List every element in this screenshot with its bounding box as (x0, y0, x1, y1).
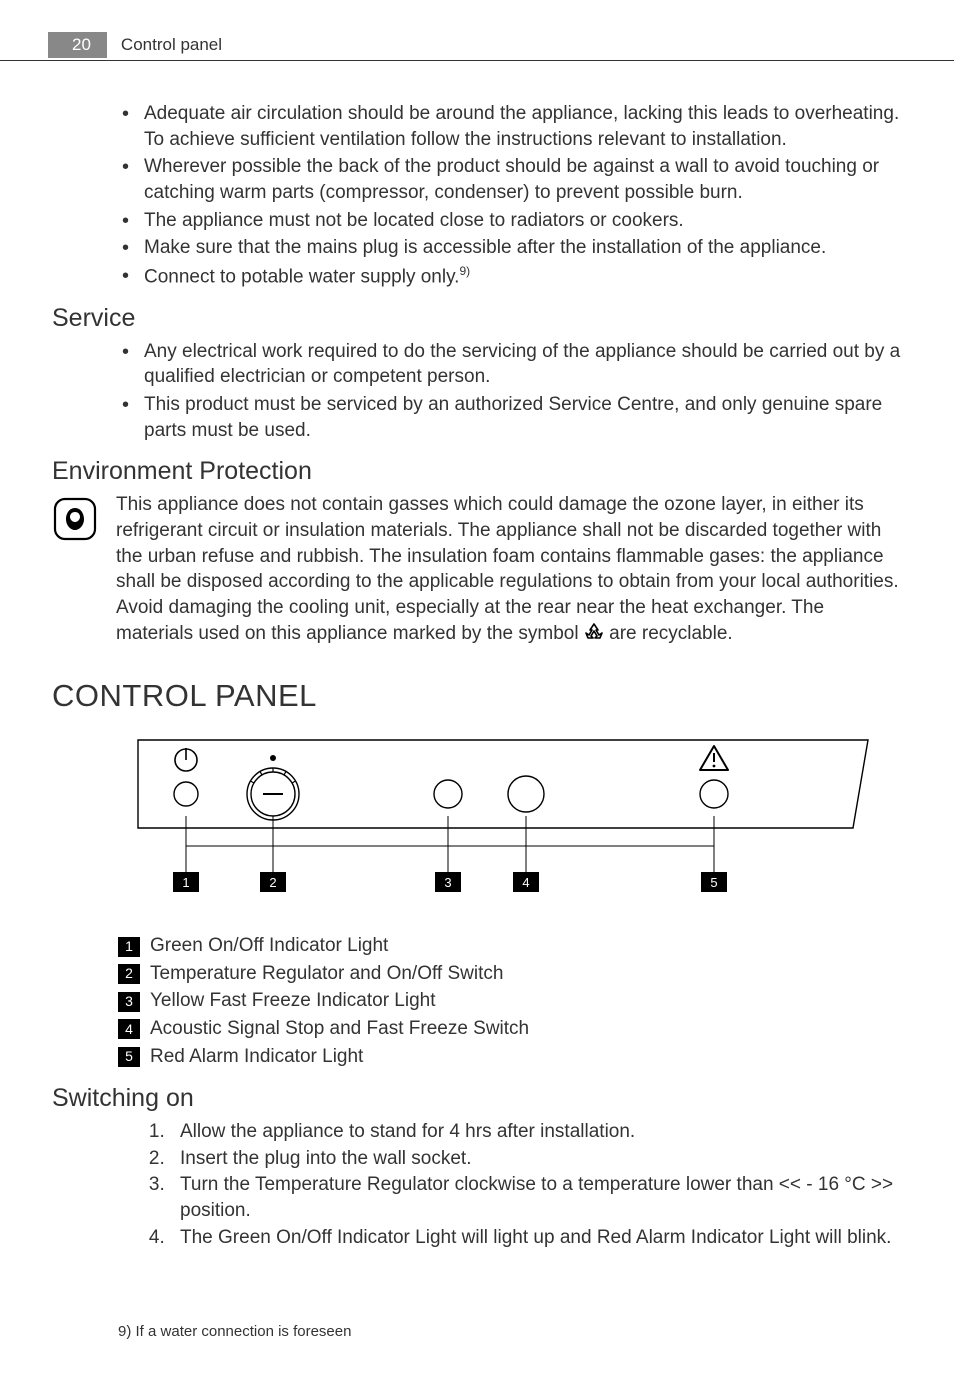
legend-num: 3 (118, 992, 140, 1012)
legend-row: 4 Acoustic Signal Stop and Fast Freeze S… (118, 1016, 902, 1043)
bullet-item: Connect to potable water supply only.9) (144, 263, 902, 290)
recycle-icon (584, 623, 604, 649)
environment-block: This appliance does not contain gasses w… (52, 492, 902, 648)
page-number-box: 20 (48, 32, 107, 58)
env-text-after: are recyclable. (604, 623, 733, 644)
legend-label: Temperature Regulator and On/Off Switch (150, 961, 503, 988)
legend-label: Acoustic Signal Stop and Fast Freeze Swi… (150, 1016, 529, 1043)
bullet-item: Wherever possible the back of the produc… (144, 154, 902, 205)
bullet-text: Connect to potable water supply only. (144, 266, 459, 287)
legend-label: Green On/Off Indicator Light (150, 933, 388, 960)
environment-text: This appliance does not contain gasses w… (116, 492, 902, 648)
control-panel-heading: CONTROL PANEL (52, 678, 902, 714)
step-item: Allow the appliance to stand for 4 hrs a… (170, 1119, 902, 1145)
switching-on-heading: Switching on (52, 1084, 902, 1113)
installation-bullets: Adequate air circulation should be aroun… (52, 101, 902, 290)
svg-text:4: 4 (522, 875, 529, 890)
legend-row: 3 Yellow Fast Freeze Indicator Light (118, 988, 902, 1015)
step-item: Insert the plug into the wall socket. (170, 1146, 902, 1172)
legend-row: 1 Green On/Off Indicator Light (118, 933, 902, 960)
bullet-item: The appliance must not be located close … (144, 208, 902, 234)
bullet-item: Adequate air circulation should be aroun… (144, 101, 902, 152)
svg-text:5: 5 (710, 875, 717, 890)
legend-num: 2 (118, 964, 140, 984)
bullet-item: This product must be serviced by an auth… (144, 392, 902, 443)
legend-row: 5 Red Alarm Indicator Light (118, 1044, 902, 1071)
svg-text:1: 1 (182, 875, 189, 890)
bullet-item: Make sure that the mains plug is accessi… (144, 235, 902, 261)
legend-row: 2 Temperature Regulator and On/Off Switc… (118, 961, 902, 988)
header-title: Control panel (121, 35, 222, 55)
svg-text:2: 2 (269, 875, 276, 890)
env-text-before: This appliance does not contain gasses w… (116, 494, 899, 643)
service-bullets: Any electrical work required to do the s… (52, 339, 902, 444)
page-header: 20 Control panel (0, 32, 954, 61)
svg-text:3: 3 (444, 875, 451, 890)
control-panel-diagram: 1 2 3 4 5 (118, 736, 902, 915)
legend-num: 5 (118, 1047, 140, 1067)
footnote-ref: 9) (459, 264, 470, 278)
eco-icon (52, 496, 98, 547)
environment-heading: Environment Protection (52, 457, 902, 486)
page-number: 20 (72, 35, 91, 54)
service-heading: Service (52, 304, 902, 333)
legend-num: 1 (118, 937, 140, 957)
legend-num: 4 (118, 1019, 140, 1039)
control-panel-legend: 1 Green On/Off Indicator Light 2 Tempera… (52, 933, 902, 1070)
bullet-item: Any electrical work required to do the s… (144, 339, 902, 390)
legend-label: Red Alarm Indicator Light (150, 1044, 363, 1071)
legend-label: Yellow Fast Freeze Indicator Light (150, 988, 436, 1015)
step-item: The Green On/Off Indicator Light will li… (170, 1225, 902, 1251)
step-item: Turn the Temperature Regulator clockwise… (170, 1172, 902, 1223)
switching-on-steps: Allow the appliance to stand for 4 hrs a… (52, 1119, 902, 1250)
footnote: 9) If a water connection is foreseen (118, 1323, 351, 1340)
